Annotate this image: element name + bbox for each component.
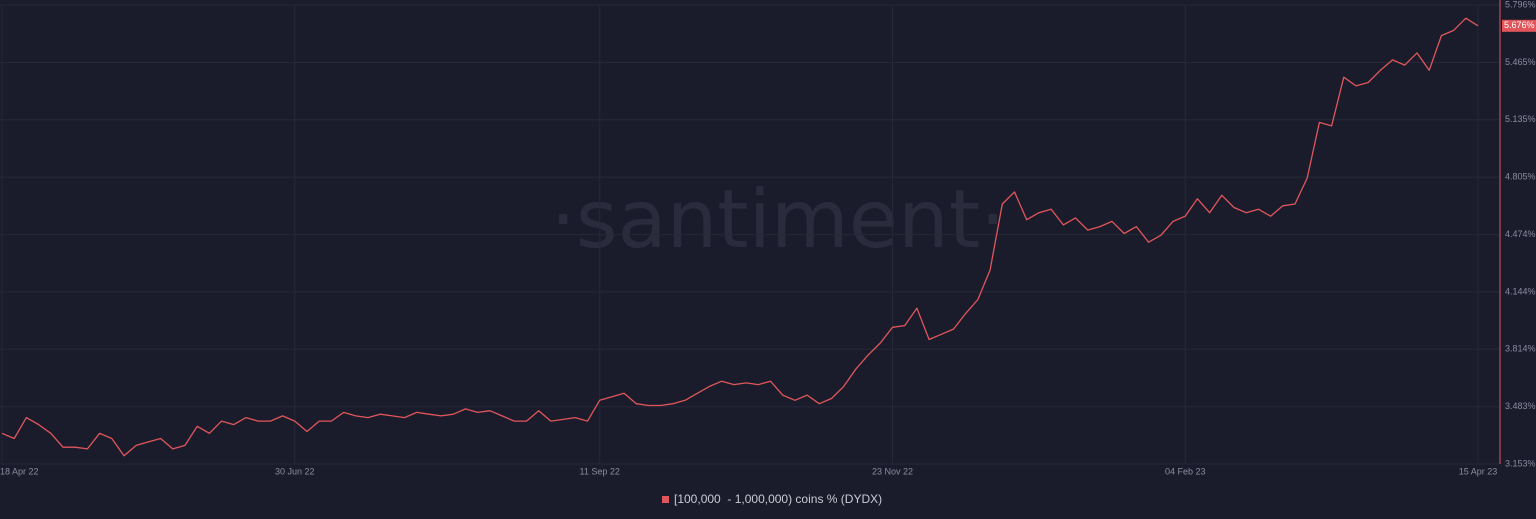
x-tick-label: 15 Apr 23 [1459,466,1498,476]
y-tick-label: 5.135% [1505,114,1536,124]
y-tick-label: 4.474% [1505,229,1536,239]
legend-label: [100,000 - 1,000,000) coins % (DYDX) [674,492,882,506]
y-tick-label: 3.814% [1505,344,1536,354]
legend-swatch [662,496,669,503]
current-value-label: 5.676% [1504,20,1535,30]
x-tick-label: 30 Jun 22 [275,466,315,476]
y-tick-label: 5.796% [1505,0,1536,9]
x-tick-label: 04 Feb 23 [1165,466,1206,476]
watermark: ·santiment· [550,173,1005,266]
x-tick-label: 11 Sep 22 [580,466,620,476]
y-tick-label: 4.144% [1505,286,1536,296]
y-tick-label: 3.153% [1505,458,1536,468]
series-line [1,17,1479,457]
x-tick-label: 18 Apr 22 [0,466,39,476]
y-tick-label: 4.805% [1505,171,1536,181]
y-tick-label: 5.465% [1505,57,1536,67]
y-tick-label: 3.483% [1505,401,1536,411]
x-tick-label: 23 Nov 22 [872,466,913,476]
current-value-box [1502,19,1536,32]
